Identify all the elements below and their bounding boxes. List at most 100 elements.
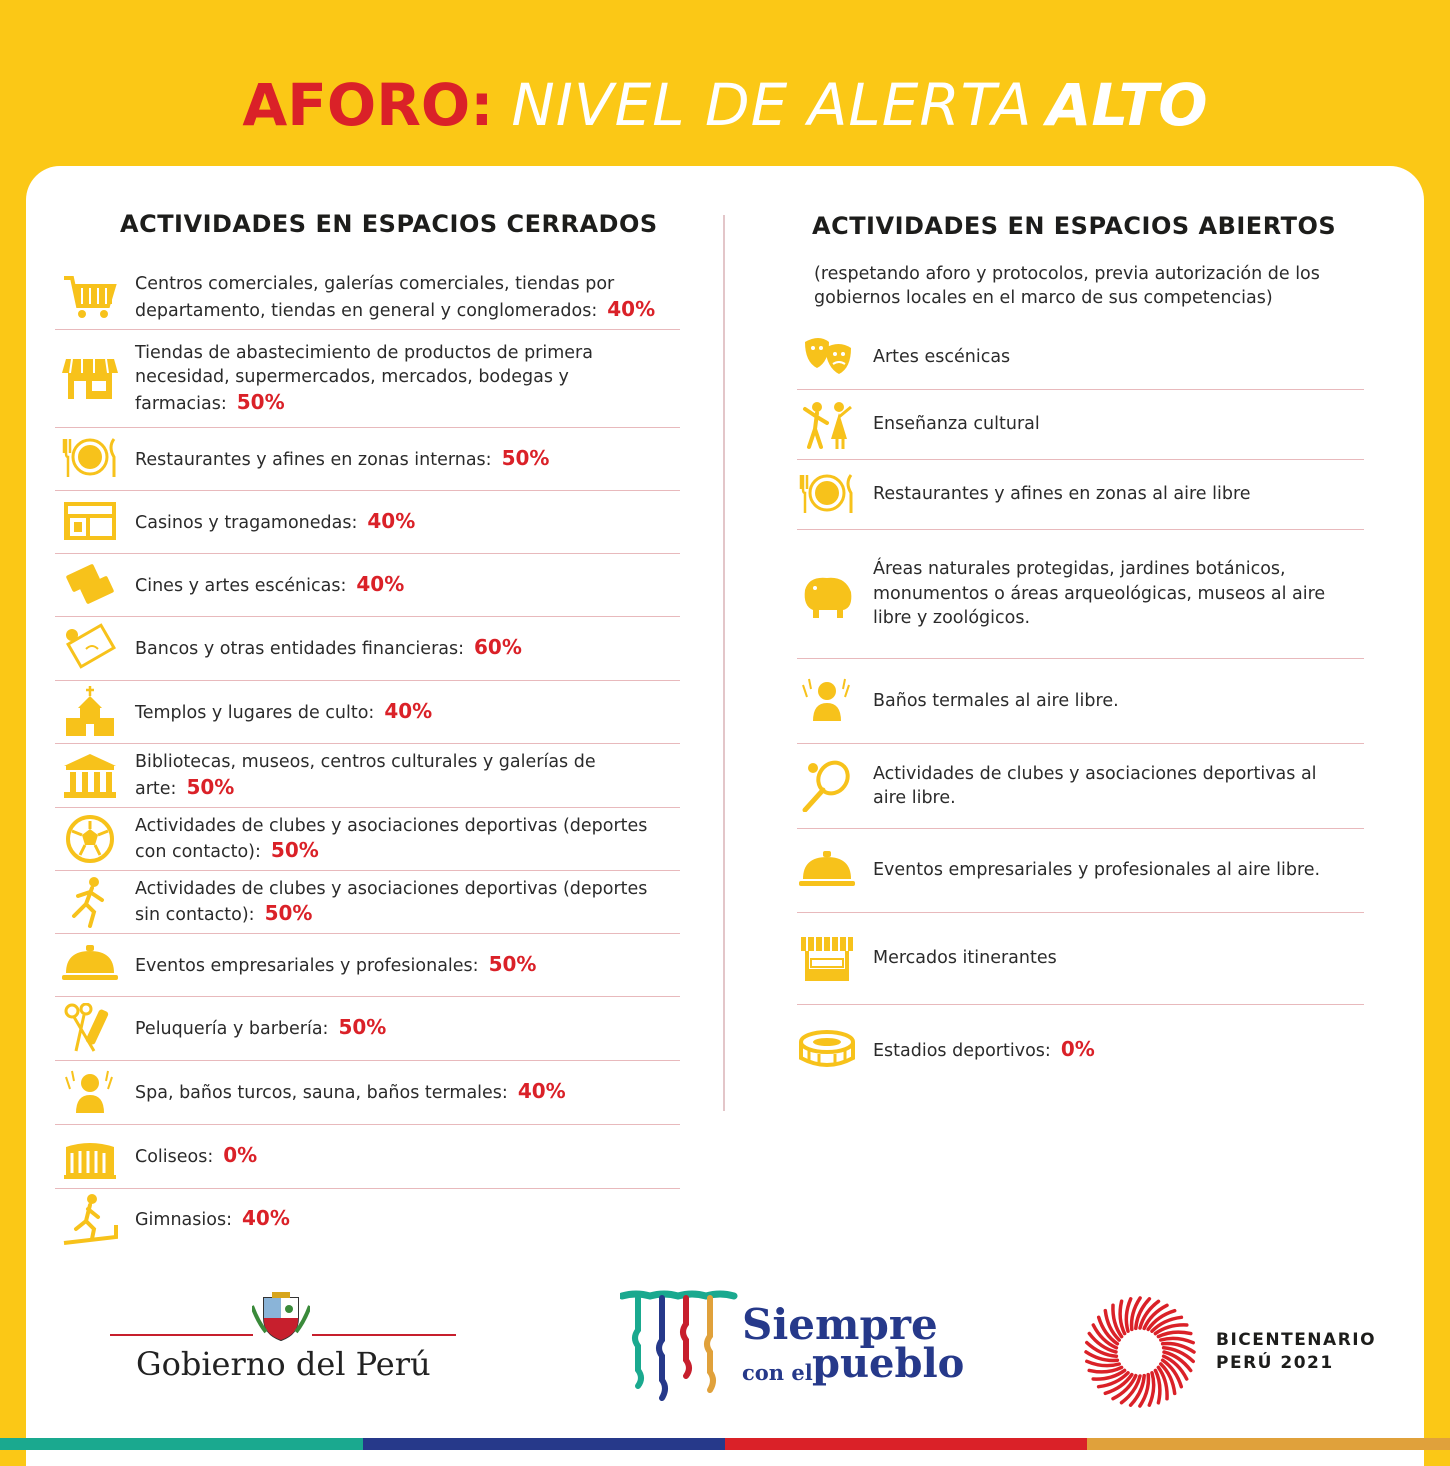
title-alto: ALTO [1046, 71, 1208, 139]
open-activity-label: Mercados itinerantes [873, 948, 1057, 969]
closed-activity-row: Tiendas de abastecimiento de productos d… [55, 330, 680, 428]
closed-activity-percentage: 40% [384, 698, 433, 723]
open-activity-row: Mercados itinerantes [797, 913, 1364, 1005]
bicentenario-line2: PERÚ 2021 [1216, 1353, 1334, 1373]
closed-activity-percentage: 40% [356, 571, 405, 596]
closed-activity-percentage: 40% [367, 508, 416, 533]
closed-activity-percentage: 60% [474, 635, 522, 660]
closed-activity-text: Templos y lugares de culto: 40% [135, 699, 675, 726]
money-icon [55, 622, 125, 675]
closed-activity-percentage: 40% [607, 296, 656, 321]
closed-activity-text: Spa, baños turcos, sauna, baños termales… [135, 1079, 675, 1106]
closed-activity-text: Actividades de clubes y asociaciones dep… [135, 877, 675, 928]
runner-icon [55, 876, 125, 928]
open-activity-label: Baños termales al aire libre. [873, 690, 1119, 711]
open-activity-row: Eventos empresariales y profesionales al… [797, 829, 1364, 913]
open-activity-row: Baños termales al aire libre. [797, 659, 1364, 744]
soccer-ball-icon [55, 813, 125, 865]
footer-band-teal [0, 1438, 363, 1450]
plate-cutlery-icon [55, 433, 125, 485]
closed-activity-row: Spa, baños turcos, sauna, baños termales… [55, 1061, 680, 1125]
siempre-text: Siempre [742, 1300, 938, 1349]
open-activity-label: Áreas naturales protegidas, jardines bot… [873, 559, 1326, 629]
scissors-comb-icon [55, 1002, 125, 1055]
closed-activity-row: Eventos empresariales y profesionales: 50… [55, 934, 680, 997]
church-icon [55, 686, 125, 738]
peru-coat-of-arms-logo [250, 1292, 312, 1346]
closed-activity-text: Centros comerciales, galerías comerciale… [135, 272, 675, 323]
tennis-racket-icon [797, 760, 857, 812]
closed-activity-label: Restaurantes y afines en zonas internas: [135, 449, 492, 470]
spa-person-icon [797, 675, 857, 727]
closed-activity-label: Bancos y otras entidades financieras: [135, 639, 464, 660]
bicentenario-line1: BICENTENARIO [1216, 1330, 1377, 1350]
open-activity-text: Eventos empresariales y profesionales al… [873, 858, 1343, 883]
closed-activity-percentage: 50% [338, 1015, 387, 1040]
banner-wave [0, 0, 1450, 300]
open-activity-row: Áreas naturales protegidas, jardines bot… [797, 530, 1364, 659]
closed-activity-text: Gimnasios: 40% [135, 1206, 675, 1233]
title-aforo: AFORO: [242, 71, 494, 139]
plate-cutlery-icon [797, 469, 857, 521]
open-activity-label: Actividades de clubes y asociaciones dep… [873, 763, 1317, 809]
closed-activity-label: Tiendas de abastecimiento de productos d… [135, 342, 593, 414]
stadium-icon [797, 1024, 857, 1076]
serving-dish-icon [797, 845, 857, 897]
closed-activity-text: Actividades de clubes y asociaciones dep… [135, 814, 675, 865]
closed-activity-text: Casinos y tragamonedas: 40% [135, 509, 675, 536]
closed-activity-percentage: 50% [236, 389, 285, 414]
closed-activity-label: Coliseos: [135, 1147, 214, 1168]
open-activity-label: Restaurantes y afines en zonas al aire l… [873, 484, 1251, 505]
closed-activity-row: Peluquería y barbería: 50% [55, 997, 680, 1061]
header-banner: AFORO: NIVEL DE ALERTA ALTO [0, 0, 1450, 300]
gob-line-left [110, 1334, 253, 1336]
content-panel [26, 166, 1424, 1466]
open-activity-text: Restaurantes y afines en zonas al aire l… [873, 482, 1343, 507]
closed-activity-row: Centros comerciales, galerías comerciale… [55, 266, 680, 330]
closed-activity-row: Gimnasios: 40% [55, 1189, 680, 1249]
closed-activity-percentage: 50% [488, 951, 537, 976]
hippo-icon [797, 568, 857, 620]
heading-open-spaces: ACTIVIDADES EN ESPACIOS ABIERTOS [812, 212, 1337, 240]
open-activity-text: Actividades de clubes y asociaciones dep… [873, 762, 1343, 811]
shopping-cart-icon [55, 272, 125, 324]
gobierno-del-peru-text: Gobierno del Perú [136, 1345, 431, 1383]
closed-activity-label: Actividades de clubes y asociaciones dep… [135, 815, 648, 863]
open-activity-text: Mercados itinerantes [873, 946, 1343, 971]
gob-line-right [312, 1334, 456, 1336]
open-activity-text: Estadios deportivos: 0% [873, 1037, 1343, 1064]
coliseum-icon [55, 1131, 125, 1183]
closed-activity-row: Bibliotecas, museos, centros culturales … [55, 744, 680, 808]
closed-activity-label: Spa, baños turcos, sauna, baños termales… [135, 1083, 508, 1104]
closed-activity-label: Eventos empresariales y profesionales: [135, 955, 479, 976]
closed-activity-row: Restaurantes y afines en zonas internas:… [55, 428, 680, 491]
open-spaces-note: (respetando aforo y protocolos, previa a… [814, 264, 1320, 308]
con-el-text: con el [742, 1360, 813, 1385]
open-activity-label: Artes escénicas [873, 347, 1011, 368]
open-activity-label: Eventos empresariales y profesionales al… [873, 860, 1321, 881]
closed-activity-text: Tiendas de abastecimiento de productos d… [135, 341, 675, 417]
closed-activity-text: Eventos empresariales y profesionales: 50… [135, 952, 675, 979]
closed-activity-label: Actividades de clubes y asociaciones dep… [135, 878, 648, 926]
closed-activity-text: Bancos y otras entidades financieras: 60% [135, 635, 675, 662]
spa-person-icon [55, 1067, 125, 1119]
closed-activity-label: Cines y artes escénicas: [135, 575, 347, 596]
open-activity-percentage: 0% [1060, 1036, 1095, 1061]
title-nivel: NIVEL DE ALERTA [511, 71, 1033, 139]
open-activity-row: Enseñanza cultural [797, 390, 1364, 460]
closed-activity-label: Bibliotecas, museos, centros culturales … [135, 752, 596, 799]
closed-activity-row: Cines y artes escénicas: 40% [55, 554, 680, 617]
theater-masks-icon [797, 332, 857, 384]
closed-activity-percentage: 50% [270, 838, 319, 862]
closed-activity-label: Templos y lugares de culto: [135, 702, 375, 723]
closed-activity-text: Bibliotecas, museos, centros culturales … [135, 750, 675, 801]
closed-activity-text: Peluquería y barbería: 50% [135, 1015, 675, 1042]
closed-activity-text: Coliseos: 0% [135, 1143, 675, 1170]
closed-activity-percentage: 40% [517, 1079, 566, 1104]
closed-activity-label: Peluquería y barbería: [135, 1019, 329, 1040]
closed-activity-row: Coliseos: 0% [55, 1125, 680, 1189]
heading-closed-spaces: ACTIVIDADES EN ESPACIOS CERRADOS [120, 210, 658, 238]
page-title: AFORO: NIVEL DE ALERTA ALTO [0, 70, 1450, 140]
open-activity-label: Enseñanza cultural [873, 414, 1040, 435]
open-activity-row: Restaurantes y afines en zonas al aire l… [797, 460, 1364, 530]
